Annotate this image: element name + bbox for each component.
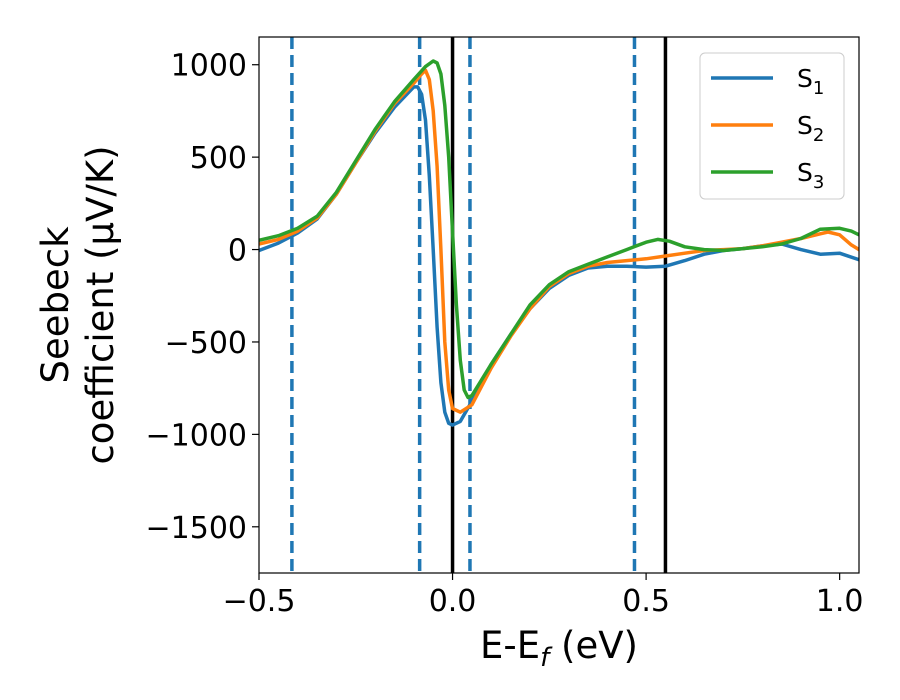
x-axis-title: E-Ef (eV) [480,624,638,673]
series-line-s3 [259,59,859,400]
y-tick-label-5: −1000 [146,418,247,453]
legend-label-s3: S3 [797,158,824,193]
y-axis-title-line2: coefficient (μV/K) [79,145,122,464]
y-tick-label-1: 1000 [171,49,247,84]
legend-label-s1-name: S [797,64,813,93]
x-tick-label-3: 0.5 [622,584,670,619]
plot-area [259,37,859,573]
y-axis-title-line1: Seebeck [34,226,77,384]
legend-label-s3-name: S [797,158,813,187]
y-tick-label-4: −500 [165,326,247,361]
x-axis-title-unit: (eV) [549,624,638,667]
x-tick-label-4: 1.0 [816,584,864,619]
x-tick-label-2: 0.0 [429,584,477,619]
legend-label-s2: S2 [797,111,824,146]
y-tick-label-2: 500 [190,141,247,176]
x-tick-label-1: −0.5 [223,584,296,619]
plot-frame [258,36,860,574]
y-tick-label-6: −1500 [146,511,247,546]
legend-label-s1-sub: 1 [813,78,824,99]
y-tick-label-3: 0 [228,234,247,269]
legend-label-s2-name: S [797,111,813,140]
legend-label-s1: S1 [797,64,824,99]
legend-label-s3-sub: 3 [813,172,824,193]
legend-label-s2-sub: 2 [813,125,824,146]
axis-ticks: −0.5 0.0 0.5 1.0 1000 500 0 −500 −1000 −1500 [146,49,864,619]
